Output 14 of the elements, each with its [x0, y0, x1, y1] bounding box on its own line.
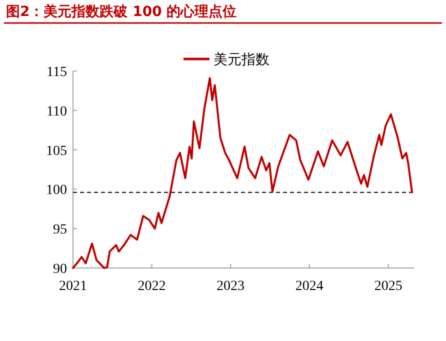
x-tick-label: 2022 [138, 279, 166, 294]
y-tick-label: 100 [46, 183, 67, 198]
y-tick-label: 110 [46, 104, 67, 120]
title: 图2：美元指数跌破 100 的心理点位 [6, 4, 237, 20]
x-tick-label: 2024 [295, 279, 324, 294]
legend-label: 美元指数 [214, 52, 270, 68]
x-tick-label: 2023 [216, 279, 245, 294]
x-tick-label: 2021 [59, 279, 87, 294]
y-tick-label: 90 [53, 262, 67, 277]
legend: 美元指数 [184, 52, 270, 68]
y-tick-label: 95 [53, 222, 67, 238]
y-tick-label: 115 [46, 65, 67, 80]
x-tick-label: 2025 [374, 279, 402, 294]
y-tick-label: 105 [46, 144, 67, 159]
